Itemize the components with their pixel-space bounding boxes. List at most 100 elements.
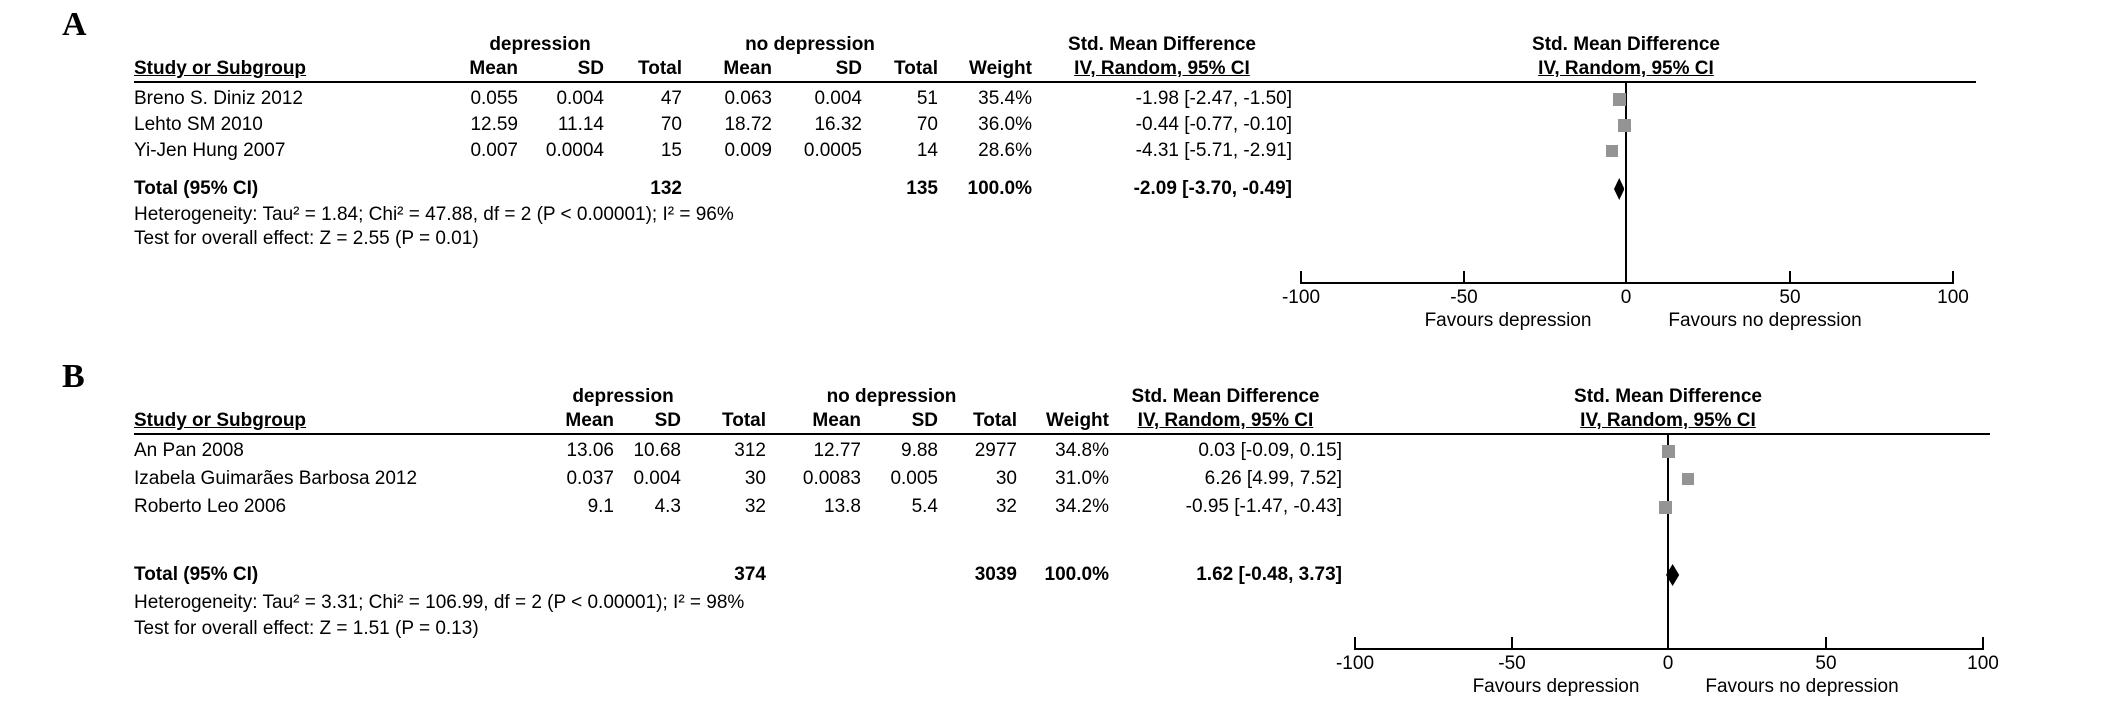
total-diamond-icon <box>1613 178 1625 200</box>
header-divider <box>134 81 1976 83</box>
axis-tick <box>1354 637 1356 649</box>
overall-effect-text: Test for overall effect: Z = 2.55 (P = 0… <box>134 228 479 249</box>
total-dep: 70 <box>660 114 682 135</box>
total-n-nodep: 3039 <box>974 564 1017 585</box>
smd-ci: -1.98 [-2.47, -1.50] <box>1135 88 1292 109</box>
x-axis <box>1300 282 1954 284</box>
sd-dep: 0.0004 <box>545 140 604 161</box>
column-header-total-dep: Total <box>638 58 682 79</box>
axis-tick-label: -100 <box>1335 653 1375 674</box>
panel-a: A depression no depression Std. Mean Dif… <box>0 8 2126 331</box>
smd-ci: 0.03 [-0.09, 0.15] <box>1198 440 1342 461</box>
method-header-plot: IV, Random, 95% CI <box>1538 58 1714 79</box>
sd-nodep: 5.4 <box>911 496 938 517</box>
favours-right-label: Favours no depression <box>1705 676 1899 697</box>
study-row: An Pan 2008 13.06 10.68 312 12.77 9.88 2… <box>0 438 2126 464</box>
study-point-square <box>1661 444 1675 458</box>
panel-b: B depression no depression Std. Mean Dif… <box>0 356 2126 712</box>
total-weight: 100.0% <box>967 178 1032 199</box>
smd-ci: -0.95 [-1.47, -0.43] <box>1185 496 1342 517</box>
column-header-total-dep: Total <box>722 410 766 431</box>
total-nodep: 51 <box>916 88 938 109</box>
weight: 34.2% <box>1055 496 1109 517</box>
axis-tick <box>1625 271 1627 283</box>
weight: 36.0% <box>978 114 1032 135</box>
mean-nodep: 0.063 <box>724 88 772 109</box>
group-header-depression: depression <box>572 386 674 407</box>
method-header-plot: IV, Random, 95% CI <box>1580 410 1756 431</box>
column-header-weight: Weight <box>969 58 1032 79</box>
mean-nodep: 18.72 <box>724 114 772 135</box>
study-point-square <box>1618 118 1632 132</box>
mean-nodep: 0.009 <box>724 140 772 161</box>
group-header-row: depression no depression Std. Mean Diffe… <box>0 384 2126 410</box>
effect-header-plot: Std. Mean Difference <box>1532 34 1720 55</box>
total-nodep: 2977 <box>974 440 1017 461</box>
total-n-nodep: 135 <box>906 178 938 199</box>
column-header-row: Study or Subgroup Mean SD Total Mean SD … <box>0 56 2126 82</box>
smd-ci: 6.26 [4.99, 7.52] <box>1204 468 1342 489</box>
column-header-total-nodep: Total <box>973 410 1017 431</box>
sd-nodep: 16.32 <box>814 114 862 135</box>
sd-dep: 4.3 <box>654 496 681 517</box>
mean-dep: 0.055 <box>470 88 518 109</box>
mean-nodep: 12.77 <box>813 440 861 461</box>
header-divider <box>134 433 1990 435</box>
axis-tick-label: -100 <box>1281 287 1321 308</box>
effect-header-table: Std. Mean Difference <box>1068 34 1256 55</box>
weight: 28.6% <box>978 140 1032 161</box>
study-row: Izabela Guimarães Barbosa 2012 0.037 0.0… <box>0 466 2126 492</box>
column-header-total-nodep: Total <box>894 58 938 79</box>
sd-dep: 10.68 <box>633 440 681 461</box>
method-header-table: IV, Random, 95% CI <box>1137 410 1314 431</box>
mean-dep: 12.59 <box>470 114 518 135</box>
plot-markers <box>0 356 2126 712</box>
axis-tick <box>1825 637 1827 649</box>
total-smd-ci: 1.62 [-0.48, 3.73] <box>1196 564 1342 585</box>
weight: 35.4% <box>978 88 1032 109</box>
axis-tick-label: 0 <box>1620 287 1632 308</box>
column-header-weight: Weight <box>1046 410 1109 431</box>
heterogeneity-row: Heterogeneity: Tau² = 1.84; Chi² = 47.88… <box>0 202 2126 228</box>
total-dep: 15 <box>660 140 682 161</box>
total-label: Total (95% CI) <box>134 178 259 199</box>
zero-line <box>1667 435 1669 648</box>
axis-tick-label: 100 <box>1967 653 1999 674</box>
column-header-sd-nodep: SD <box>835 58 862 79</box>
sd-nodep: 0.004 <box>814 88 862 109</box>
column-header-mean-dep: Mean <box>469 58 518 79</box>
mean-nodep: 13.8 <box>824 496 861 517</box>
overall-effect-row: Test for overall effect: Z = 1.51 (P = 0… <box>0 616 2126 642</box>
study-name: Yi-Jen Hung 2007 <box>134 140 286 161</box>
axis-tick <box>1463 271 1465 283</box>
favours-right-label: Favours no depression <box>1668 310 1862 331</box>
column-header-mean-nodep: Mean <box>723 58 772 79</box>
zero-line <box>1625 83 1627 282</box>
x-axis <box>1354 648 1984 650</box>
study-row: Breno S. Diniz 2012 0.055 0.004 47 0.063… <box>0 86 2126 112</box>
axis-tick-label: -50 <box>1498 653 1526 674</box>
study-row: Lehto SM 2010 12.59 11.14 70 18.72 16.32… <box>0 112 2126 138</box>
axis-tick <box>1789 271 1791 283</box>
study-name: Breno S. Diniz 2012 <box>134 88 303 109</box>
total-dep: 32 <box>744 496 766 517</box>
study-point-square <box>1613 92 1627 106</box>
group-header-no-depression: no depression <box>745 34 875 55</box>
axis-tick-label: 0 <box>1662 653 1674 674</box>
column-header-study: Study or Subgroup <box>134 58 307 79</box>
weight: 31.0% <box>1055 468 1109 489</box>
study-point-square <box>1605 145 1618 157</box>
total-nodep: 14 <box>916 140 938 161</box>
favours-left-label: Favours depression <box>1472 676 1640 697</box>
total-label: Total (95% CI) <box>134 564 259 585</box>
plot-markers <box>1605 92 1632 200</box>
total-diamond-icon <box>1666 564 1680 586</box>
group-header-no-depression: no depression <box>826 386 957 407</box>
axis-tick <box>1982 637 1984 649</box>
heterogeneity-text: Heterogeneity: Tau² = 3.31; Chi² = 106.9… <box>134 592 745 613</box>
total-dep: 312 <box>734 440 766 461</box>
axis-tick-label: -50 <box>1450 287 1478 308</box>
sd-dep: 11.14 <box>557 114 604 135</box>
column-header-mean-nodep: Mean <box>812 410 861 431</box>
